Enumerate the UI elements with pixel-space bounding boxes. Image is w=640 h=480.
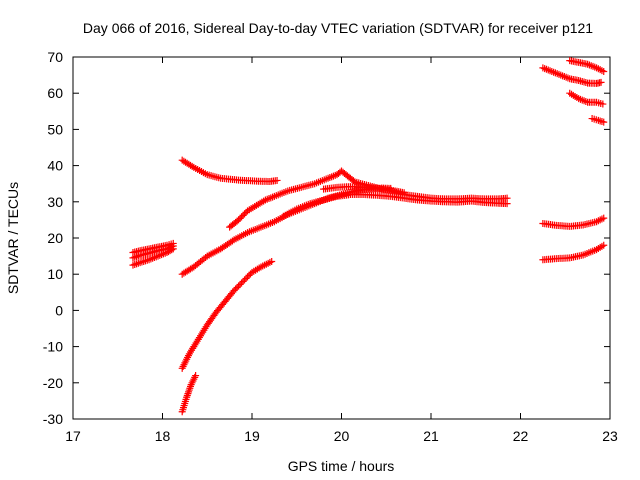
- data-point: [232, 285, 240, 293]
- data-point: [202, 253, 210, 261]
- y-tick-label: 40: [47, 158, 63, 174]
- data-point: [273, 176, 281, 184]
- series-arc-1c: [129, 239, 177, 256]
- x-axis-label: GPS time / hours: [288, 458, 395, 474]
- series-arc-3: [178, 372, 200, 416]
- data-point: [245, 271, 253, 279]
- chart-title: Day 066 of 2016, Sidereal Day-to-day VTE…: [83, 20, 593, 36]
- series-arc-4: [178, 258, 276, 372]
- x-tick-label: 17: [65, 428, 81, 444]
- data-point: [600, 118, 608, 126]
- data-point: [600, 214, 608, 222]
- data-point: [241, 210, 249, 218]
- x-tick-label: 23: [602, 428, 618, 444]
- x-tick-label: 19: [244, 428, 260, 444]
- y-tick-label: 0: [55, 302, 63, 318]
- y-tick-label: 10: [47, 266, 63, 282]
- y-tick-label: 20: [47, 230, 63, 246]
- data-point: [600, 241, 608, 249]
- data-point: [235, 216, 243, 224]
- series-arc-5: [178, 184, 395, 278]
- y-tick-label: -30: [43, 411, 63, 427]
- data-point: [503, 194, 511, 202]
- series-arc-14: [539, 241, 608, 264]
- data-point: [244, 273, 252, 281]
- data-point: [169, 239, 177, 247]
- x-tick-labels: 17 18 19 20 21 22 23: [65, 428, 618, 444]
- y-tick-label: 60: [47, 85, 63, 101]
- data-point: [241, 276, 249, 284]
- series-arc-10: [566, 57, 608, 75]
- y-axis-label: SDTVAR / TECUs: [5, 182, 21, 294]
- data-point: [133, 260, 141, 268]
- data-series: [129, 57, 608, 416]
- data-point: [233, 283, 241, 291]
- data-point: [236, 214, 244, 222]
- axis-ticks: [72, 56, 611, 420]
- data-point: [188, 162, 196, 170]
- plot-frame: [72, 56, 611, 420]
- data-point: [268, 258, 276, 266]
- data-point: [236, 280, 244, 288]
- series-arc-2: [178, 156, 281, 186]
- data-point: [598, 118, 606, 126]
- data-point: [349, 177, 357, 185]
- data-point: [239, 277, 247, 285]
- data-point: [228, 237, 236, 245]
- x-tick-label: 22: [513, 428, 529, 444]
- data-point: [596, 117, 604, 125]
- data-point: [597, 78, 605, 86]
- series-arc-9: [539, 64, 605, 87]
- y-tick-label: -10: [43, 339, 63, 355]
- y-tick-labels: -30 -20 -10 0 10 20 30 40 50 60 70: [43, 49, 63, 427]
- x-tick-label: 18: [155, 428, 171, 444]
- data-point: [239, 211, 247, 219]
- data-point: [600, 67, 608, 75]
- data-point: [192, 372, 200, 380]
- y-tick-label: 30: [47, 194, 63, 210]
- data-point: [238, 213, 246, 221]
- data-point: [235, 282, 243, 290]
- series-arc-8: [320, 183, 511, 203]
- data-point: [230, 286, 238, 294]
- y-tick-label: 50: [47, 121, 63, 137]
- y-tick-label: 70: [47, 49, 63, 65]
- x-tick-label: 20: [334, 428, 350, 444]
- series-arc-13: [539, 214, 608, 230]
- series-arc-6: [226, 167, 408, 231]
- data-point: [242, 274, 250, 282]
- data-point: [599, 100, 607, 108]
- series-arc-11: [566, 89, 607, 108]
- data-point: [238, 279, 246, 287]
- series-arc-7: [279, 191, 511, 220]
- x-tick-label: 21: [423, 428, 439, 444]
- y-tick-label: -20: [43, 375, 63, 391]
- series-arc-12: [588, 115, 608, 126]
